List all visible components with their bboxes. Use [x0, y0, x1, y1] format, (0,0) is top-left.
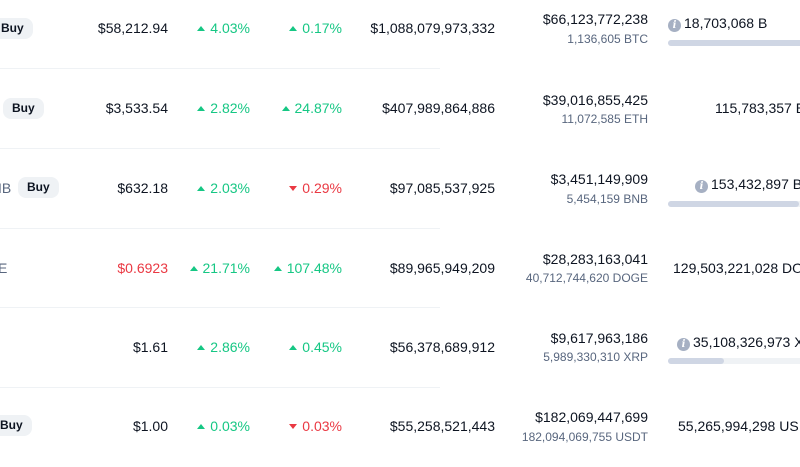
supply-value: 153,432,897 B — [711, 176, 800, 192]
circulating-supply: 115,783,357 E — [715, 100, 800, 116]
change-7d-cell: 0.03% — [262, 418, 342, 434]
row-divider — [0, 387, 440, 388]
table-row[interactable]: $1.61 2.86% 0.45% $56,378,689,912 $9,617… — [0, 308, 800, 387]
row-divider — [0, 307, 440, 308]
price-cell: $1.00 — [132, 418, 168, 434]
volume-coin: 5,989,330,310 XRP — [543, 350, 648, 364]
circulating-supply: 55,265,994,298 US — [678, 418, 800, 434]
change-7d-cell: 0.17% — [262, 20, 342, 36]
supply-value: 18,703,068 B — [684, 15, 768, 31]
table-row[interactable]: E $0.6923 21.71% 107.48% $89,965,949,209… — [0, 229, 800, 308]
buy-button[interactable]: Buy — [0, 415, 32, 436]
table-row[interactable]: Buy $58,212.94 4.03% 0.17% $1,088,079,97… — [0, 0, 800, 79]
price-cell: $0.6923 — [117, 260, 168, 276]
market-cap-cell: $97,085,537,925 — [389, 180, 495, 196]
supply-progress-fill — [668, 358, 724, 364]
volume-coin: 182,094,069,755 USDT — [521, 430, 648, 444]
change-24h-cell: 2.03% — [170, 180, 250, 196]
change-7d-cell: 24.87% — [262, 100, 342, 116]
price-cell: $632.18 — [117, 180, 168, 196]
buy-button[interactable]: Buy — [3, 98, 44, 119]
row-divider — [0, 148, 440, 149]
change-7d-cell: 0.29% — [262, 180, 342, 196]
row-divider — [0, 68, 440, 69]
volume-coin: 11,072,585 ETH — [561, 112, 648, 126]
price-cell: $1.61 — [132, 339, 168, 355]
volume-usd[interactable]: $39,016,855,425 — [542, 92, 648, 108]
info-icon[interactable]: i — [668, 19, 681, 32]
volume-coin: 40,712,744,620 DOGE — [525, 271, 648, 285]
change-24h-cell: 4.03% — [170, 20, 250, 36]
price-cell: $3,533.54 — [105, 100, 168, 116]
market-cap-cell: $407,989,864,886 — [382, 100, 495, 116]
circulating-supply: i 35,108,326,973 X — [677, 334, 800, 351]
coin-symbol[interactable]: E — [0, 260, 8, 276]
table-row[interactable]: IB Buy $632.18 2.03% 0.29% $97,085,537,9… — [0, 149, 800, 228]
market-cap-cell: $89,965,949,209 — [389, 260, 495, 276]
supply-value: 129,503,221,028 DO — [673, 260, 800, 276]
volume-usd[interactable]: $182,069,447,699 — [535, 409, 648, 425]
circulating-supply: i 18,703,068 B — [668, 15, 800, 32]
volume-coin: 5,454,159 BNB — [566, 192, 648, 206]
change-24h-cell: 2.82% — [170, 100, 250, 116]
table-row[interactable]: Buy $1.00 0.03% 0.03% $55,258,521,443 $1… — [0, 388, 800, 467]
supply-value: 115,783,357 E — [715, 100, 800, 116]
change-24h-cell: 21.71% — [170, 260, 250, 276]
supply-progress-bar — [668, 358, 800, 364]
coin-symbol[interactable]: IB — [0, 180, 12, 196]
change-7d-cell: 0.45% — [262, 339, 342, 355]
change-24h-cell: 0.03% — [170, 418, 250, 434]
table-row[interactable]: Buy $3,533.54 2.82% 24.87% $407,989,864,… — [0, 69, 800, 148]
change-7d-cell: 107.48% — [262, 260, 342, 276]
row-divider — [0, 228, 440, 229]
market-cap-cell: $1,088,079,973,332 — [370, 20, 495, 36]
volume-usd[interactable]: $66,123,772,238 — [542, 11, 648, 27]
supply-progress-bar — [668, 201, 800, 207]
info-icon[interactable]: i — [677, 338, 690, 351]
supply-progress-fill — [668, 40, 800, 46]
circulating-supply: i 153,432,897 B — [695, 176, 800, 193]
buy-button[interactable]: Buy — [0, 18, 33, 39]
supply-value: 35,108,326,973 X — [693, 334, 800, 350]
supply-value: 55,265,994,298 US — [678, 418, 799, 434]
volume-coin: 1,136,605 BTC — [567, 32, 648, 46]
supply-progress-bar — [668, 40, 800, 46]
volume-usd[interactable]: $9,617,963,186 — [550, 330, 648, 346]
supply-progress-fill — [668, 201, 800, 207]
volume-usd[interactable]: $3,451,149,909 — [550, 171, 648, 187]
volume-usd[interactable]: $28,283,163,041 — [542, 251, 648, 267]
change-24h-cell: 2.86% — [170, 339, 250, 355]
buy-button[interactable]: Buy — [18, 177, 59, 198]
market-cap-cell: $56,378,689,912 — [389, 339, 495, 355]
info-icon[interactable]: i — [695, 180, 708, 193]
price-cell: $58,212.94 — [97, 20, 168, 36]
circulating-supply: 129,503,221,028 DO — [673, 260, 800, 276]
market-cap-cell: $55,258,521,443 — [389, 418, 495, 434]
